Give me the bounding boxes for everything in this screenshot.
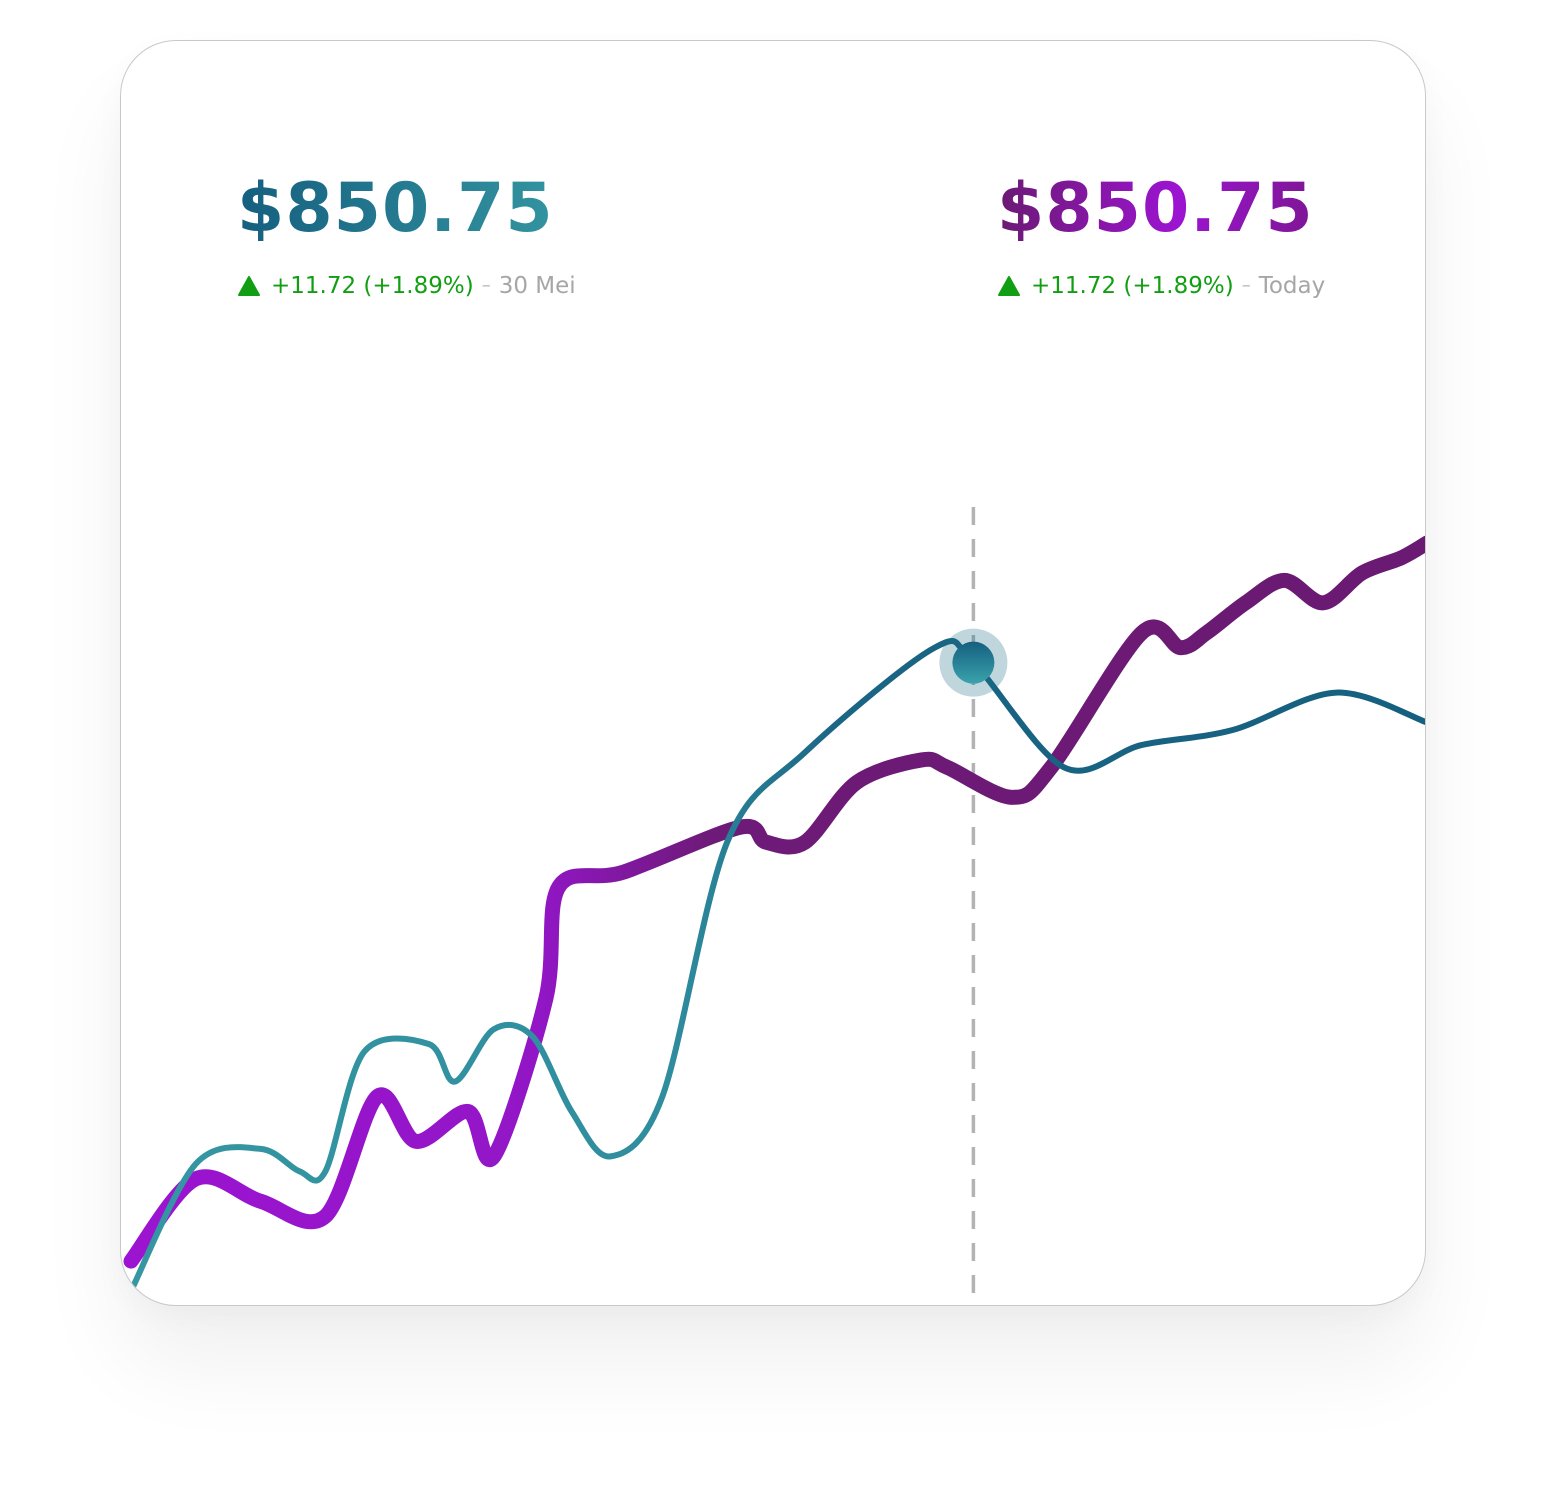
purple-series-line — [123, 535, 1425, 1269]
right-price: $850.75 — [997, 167, 1325, 251]
triangle-up-icon — [238, 276, 260, 296]
left-price: $850.75 — [237, 167, 576, 251]
right-separator: – — [1241, 275, 1251, 296]
right-date-label: Today — [1258, 273, 1326, 299]
series-group — [123, 535, 1425, 1294]
left-change-row: +11.72 (+1.89%) – 30 Mei — [237, 271, 576, 301]
left-change-value: +11.72 (+1.89%) — [271, 273, 474, 299]
highlight-dot[interactable] — [939, 628, 1008, 697]
teal-series-line — [128, 637, 1425, 1294]
triangle-up-icon — [998, 276, 1020, 296]
highlight-dot-point[interactable] — [952, 641, 995, 684]
line-chart — [123, 507, 1425, 1305]
price-chart-card: $850.75 +11.72 (+1.89%) – 30 Mei $850.75… — [120, 40, 1426, 1306]
left-separator: – — [481, 275, 491, 296]
right-change-row: +11.72 (+1.89%) – Today — [997, 271, 1325, 301]
left-date-label: 30 Mei — [498, 273, 576, 299]
right-change-value: +11.72 (+1.89%) — [1031, 273, 1234, 299]
right-price-block: $850.75 +11.72 (+1.89%) – Today — [997, 167, 1325, 301]
left-price-block: $850.75 +11.72 (+1.89%) – 30 Mei — [237, 167, 576, 301]
